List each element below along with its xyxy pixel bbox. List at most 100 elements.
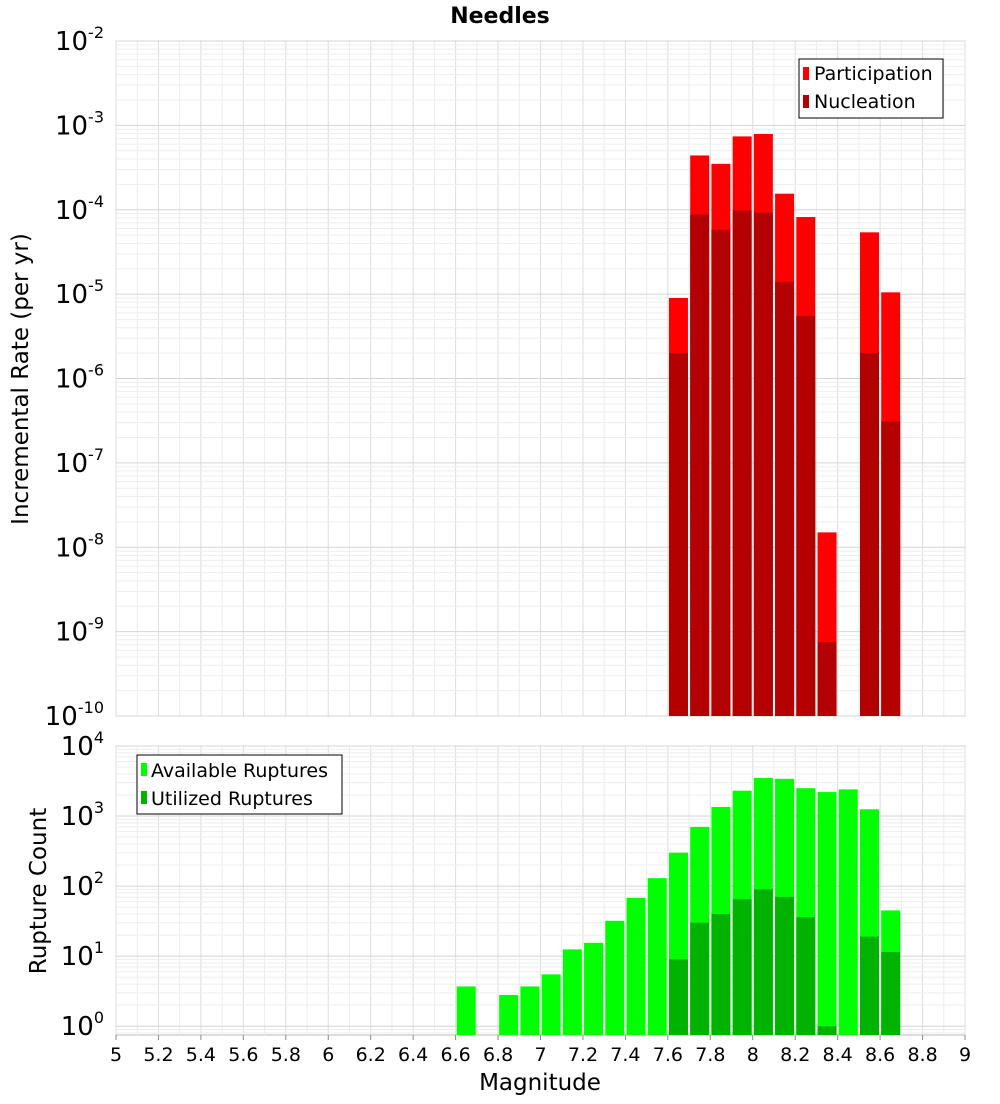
y-tick-base: 10	[55, 618, 88, 648]
y-tick-label: 10-5	[55, 276, 104, 310]
utilized-legend-swatch	[141, 791, 147, 804]
utilized-bar	[775, 896, 795, 1035]
rate-bars	[668, 134, 901, 717]
y-tick-label: 10-9	[55, 614, 104, 648]
x-tick-label: 7	[534, 1044, 546, 1066]
chart-title: Needles	[450, 4, 550, 29]
available-bar	[584, 942, 604, 1035]
y-tick-label: 10-3	[55, 107, 104, 141]
available-bar	[817, 792, 837, 1035]
y-tick-exponent: -6	[88, 361, 104, 380]
count-bars	[456, 777, 901, 1035]
nucleation-legend-swatch	[803, 95, 809, 108]
y-tick-base: 10	[61, 942, 94, 972]
utilized-bar	[668, 959, 688, 1035]
x-tick-label: 8	[747, 1044, 759, 1066]
participation-legend-swatch	[803, 67, 809, 80]
y-tick-base: 10	[61, 1012, 94, 1042]
y-tick-base: 10	[55, 196, 88, 226]
rate-grid	[115, 40, 966, 717]
y-tick-label: 10-8	[55, 529, 104, 563]
y-tick-base: 10	[55, 27, 88, 57]
x-tick-label: 6.6	[440, 1044, 470, 1066]
nucleation-bar	[753, 212, 773, 716]
rate-legend: Participation Nucleation	[798, 58, 944, 119]
y-tick-exponent: 2	[94, 868, 104, 887]
nucleation-bar	[817, 642, 837, 716]
nucleation-bar	[796, 316, 816, 716]
y-tick-label: 101	[61, 938, 104, 972]
x-tick-labels: 5 5.2 5.4 5.6 5.8 6 6.2 6.4 6.6 6.8 7 7.2 7.4 7.6 7.8 8…	[110, 1035, 971, 1066]
utilized-bar	[796, 917, 816, 1035]
x-tick-label: 5.4	[186, 1044, 216, 1066]
y-tick-base: 10	[61, 732, 94, 762]
rate-y-axis-label: Incremental Rate (per yr)	[8, 233, 34, 525]
x-tick-label: 5.6	[228, 1044, 258, 1066]
utilized-bar	[859, 936, 879, 1035]
count-legend: Available Ruptures Utilized Ruptures	[136, 754, 343, 815]
y-tick-exponent: 1	[94, 938, 104, 957]
nucleation-legend-label: Nucleation	[814, 91, 916, 113]
y-tick-exponent: -3	[88, 107, 104, 126]
x-tick-label: 8.6	[865, 1044, 895, 1066]
utilized-legend-label: Utilized Ruptures	[151, 788, 313, 810]
y-tick-label: 100	[61, 1008, 104, 1042]
y-tick-base: 10	[45, 702, 78, 732]
y-tick-base: 10	[55, 449, 88, 479]
y-tick-label: 10-10	[45, 698, 104, 732]
x-tick-label: 7.6	[653, 1044, 683, 1066]
available-bar	[605, 920, 625, 1035]
available-bar	[541, 974, 561, 1035]
y-tick-label: 10-2	[55, 23, 104, 57]
available-bar	[562, 949, 582, 1035]
y-tick-label: 10-6	[55, 361, 104, 395]
y-tick-label: 10-4	[55, 192, 104, 226]
x-tick-label: 6	[322, 1044, 334, 1066]
x-tick-label: 6.2	[356, 1044, 386, 1066]
x-tick-label: 7.4	[610, 1044, 640, 1066]
nucleation-bar	[711, 229, 731, 717]
y-tick-label: 10-7	[55, 445, 104, 479]
available-bar	[626, 897, 646, 1035]
y-tick-exponent: -4	[88, 192, 104, 211]
x-tick-label: 7.8	[695, 1044, 725, 1066]
utilized-bar	[690, 922, 710, 1035]
nucleation-bar	[668, 353, 688, 716]
y-tick-exponent: -8	[88, 529, 104, 548]
x-tick-label: 5.2	[143, 1044, 173, 1066]
available-bar	[520, 986, 540, 1035]
x-tick-label: 5.8	[271, 1044, 301, 1066]
x-tick-label: 7.2	[568, 1044, 598, 1066]
y-tick-exponent: 3	[94, 798, 104, 817]
y-tick-exponent: 0	[94, 1008, 104, 1027]
y-tick-base: 10	[55, 365, 88, 395]
rate-legend-box	[798, 58, 944, 119]
y-tick-exponent: -10	[78, 698, 104, 717]
available-bar	[838, 789, 858, 1035]
x-tick-label: 6.8	[483, 1044, 513, 1066]
x-axis-label: Magnitude	[479, 1070, 601, 1096]
y-tick-exponent: -2	[88, 23, 104, 42]
nucleation-bar	[881, 421, 901, 716]
nucleation-bar	[775, 281, 795, 716]
y-tick-base: 10	[61, 802, 94, 832]
nucleation-bar	[690, 214, 710, 717]
y-tick-label: 102	[61, 868, 104, 902]
y-tick-base: 10	[61, 872, 94, 902]
x-tick-label: 8.8	[907, 1044, 937, 1066]
x-tick-label: 6.4	[398, 1044, 428, 1066]
utilized-bar	[711, 914, 731, 1035]
utilized-bar	[753, 889, 773, 1035]
available-legend-label: Available Ruptures	[151, 760, 328, 782]
utilized-bar	[732, 899, 752, 1035]
count-legend-box	[136, 754, 343, 815]
y-tick-exponent: -9	[88, 614, 104, 633]
y-tick-exponent: -7	[88, 445, 104, 464]
y-tick-base: 10	[55, 111, 88, 141]
count-y-axis-label: Rupture Count	[26, 808, 52, 974]
